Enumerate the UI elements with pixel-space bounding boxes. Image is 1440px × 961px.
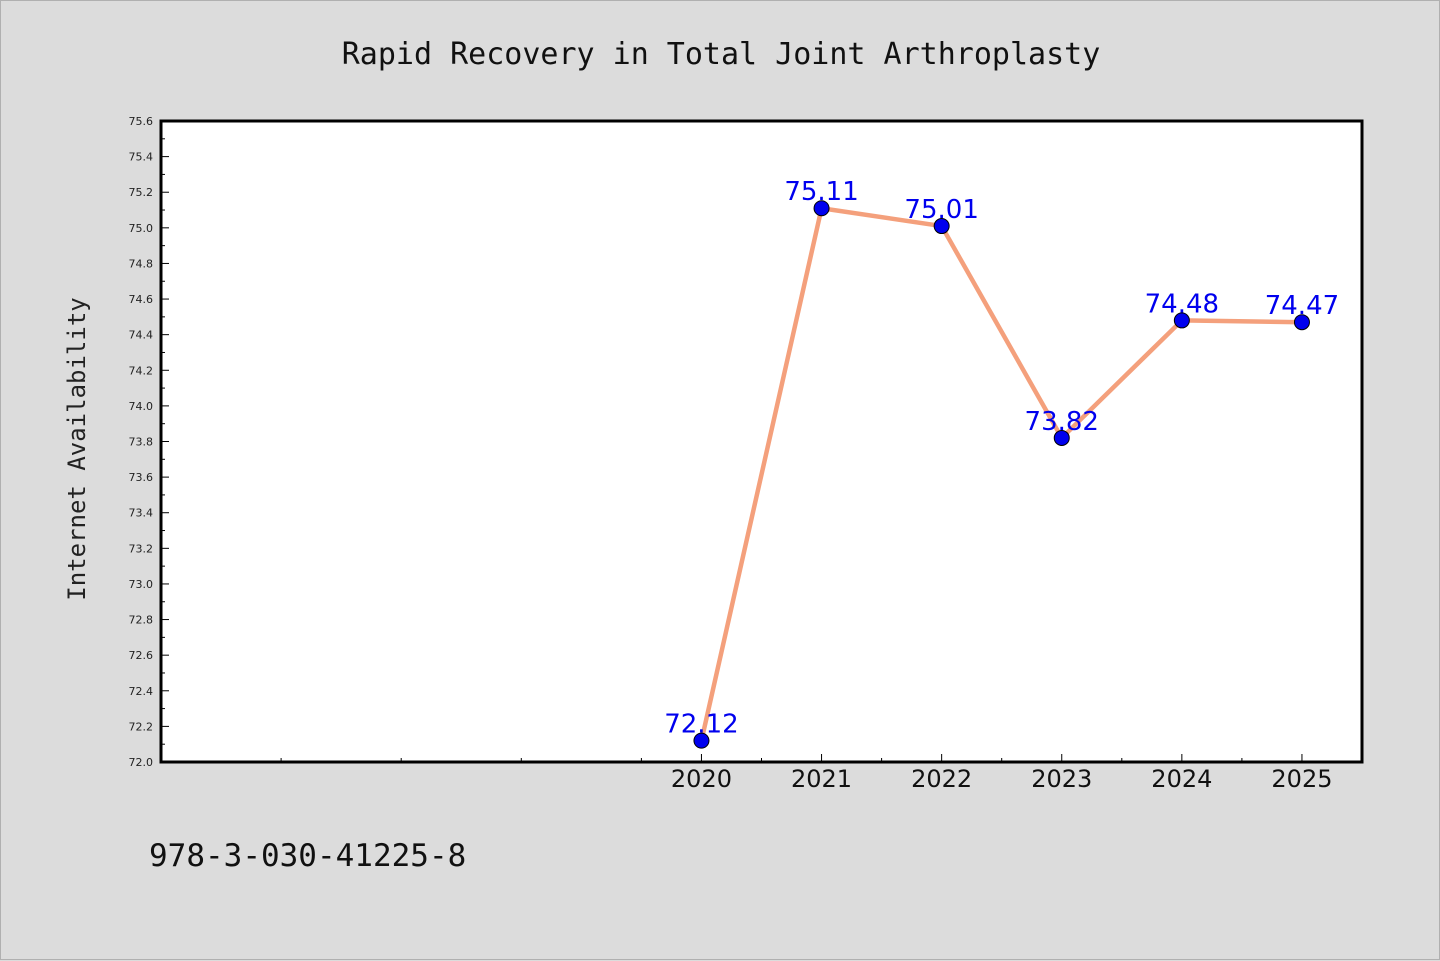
y-axis-label: Internet Availability xyxy=(63,297,91,600)
y-tick-label: 74.8 xyxy=(129,257,154,270)
data-label: 73.82 xyxy=(1025,407,1099,437)
data-point xyxy=(1173,312,1190,329)
data-point xyxy=(813,200,830,217)
data-label: 74.48 xyxy=(1145,289,1219,319)
y-tick-label: 72.0 xyxy=(129,756,154,769)
series-layer: 72.12 75.11 75.01 73.82 74.48 74.47 xyxy=(664,177,1339,749)
y-tick-label: 73.0 xyxy=(129,578,154,591)
y-tick-label: 75.6 xyxy=(129,115,154,128)
y-tick-label: 73.2 xyxy=(129,542,154,555)
y-tick-label: 73.8 xyxy=(129,436,154,449)
x-tick-label: 2021 xyxy=(791,765,852,793)
y-tick-label: 72.4 xyxy=(129,685,154,698)
data-point xyxy=(1053,429,1070,446)
chart-title: Rapid Recovery in Total Joint Arthroplas… xyxy=(342,37,1101,72)
y-tick-label: 74.6 xyxy=(129,293,154,306)
plot-area xyxy=(159,119,1364,764)
data-point xyxy=(933,218,950,235)
x-tick-label: 2025 xyxy=(1271,765,1332,793)
x-tick-label: 2020 xyxy=(671,765,732,793)
y-tick-label: 75.0 xyxy=(129,222,154,235)
data-label: 75.11 xyxy=(784,177,858,207)
y-tick-label: 75.4 xyxy=(129,151,154,164)
data-point xyxy=(693,732,710,749)
data-label: 72.12 xyxy=(664,710,738,740)
y-tick-label: 72.8 xyxy=(129,614,154,627)
x-tick-label: 2024 xyxy=(1151,765,1212,793)
y-tick-label: 74.0 xyxy=(129,400,154,413)
y-axis: 72.0 72.2 72.4 72.6 72.8 73.0 73.2 73.4 73.6 73.8… xyxy=(129,115,169,769)
y-tick-label: 74.2 xyxy=(129,364,154,377)
y-tick-label: 72.2 xyxy=(129,720,154,733)
y-tick-label: 72.6 xyxy=(129,649,154,662)
series-line xyxy=(699,205,1302,742)
y-tick-label: 73.4 xyxy=(129,507,154,520)
data-label: 75.01 xyxy=(904,195,978,225)
x-tick-label: 2022 xyxy=(911,765,972,793)
footnote-isbn: 978-3-030-41225-8 xyxy=(149,838,466,874)
y-tick-label: 75.2 xyxy=(129,186,154,199)
data-label: 74.47 xyxy=(1265,291,1339,321)
data-point xyxy=(1293,314,1310,331)
y-tick-label: 74.4 xyxy=(129,329,154,342)
x-tick-label: 2023 xyxy=(1031,765,1092,793)
x-axis: 2020 2021 2022 2023 2024 2025 xyxy=(160,754,1363,793)
y-tick-label: 73.6 xyxy=(129,471,154,484)
